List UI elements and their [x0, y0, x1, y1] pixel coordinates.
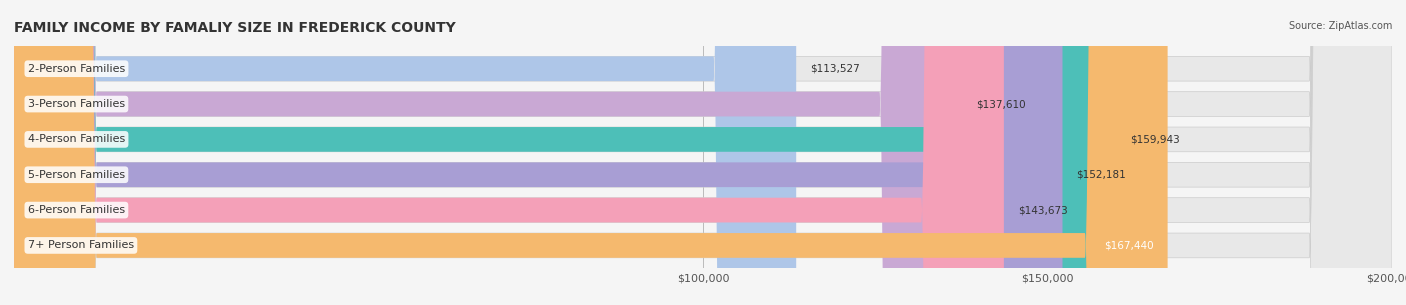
Text: FAMILY INCOME BY FAMALIY SIZE IN FREDERICK COUNTY: FAMILY INCOME BY FAMALIY SIZE IN FREDERI… [14, 21, 456, 35]
Text: 3-Person Families: 3-Person Families [28, 99, 125, 109]
FancyBboxPatch shape [14, 0, 1392, 305]
FancyBboxPatch shape [14, 0, 1004, 305]
Text: $167,440: $167,440 [1104, 240, 1154, 250]
Text: 6-Person Families: 6-Person Families [28, 205, 125, 215]
FancyBboxPatch shape [14, 0, 1392, 305]
Text: $159,943: $159,943 [1130, 135, 1180, 144]
Text: 5-Person Families: 5-Person Families [28, 170, 125, 180]
FancyBboxPatch shape [14, 0, 1392, 305]
FancyBboxPatch shape [14, 0, 1063, 305]
Text: 2-Person Families: 2-Person Families [28, 64, 125, 74]
FancyBboxPatch shape [14, 0, 962, 305]
Text: $113,527: $113,527 [810, 64, 859, 74]
FancyBboxPatch shape [14, 0, 796, 305]
FancyBboxPatch shape [14, 0, 1392, 305]
FancyBboxPatch shape [14, 0, 1392, 305]
Text: Source: ZipAtlas.com: Source: ZipAtlas.com [1288, 21, 1392, 31]
FancyBboxPatch shape [14, 0, 1116, 305]
Text: 7+ Person Families: 7+ Person Families [28, 240, 134, 250]
Text: $137,610: $137,610 [976, 99, 1025, 109]
Text: $152,181: $152,181 [1076, 170, 1126, 180]
FancyBboxPatch shape [14, 0, 1167, 305]
FancyBboxPatch shape [14, 0, 1392, 305]
Text: 4-Person Families: 4-Person Families [28, 135, 125, 144]
Text: $143,673: $143,673 [1018, 205, 1067, 215]
